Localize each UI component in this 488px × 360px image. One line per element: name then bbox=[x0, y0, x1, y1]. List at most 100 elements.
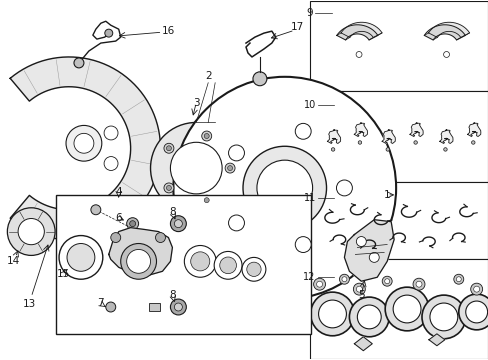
Circle shape bbox=[202, 195, 211, 205]
Circle shape bbox=[252, 72, 266, 86]
Circle shape bbox=[455, 277, 460, 282]
Polygon shape bbox=[381, 130, 394, 144]
Circle shape bbox=[219, 257, 236, 274]
Bar bbox=[309, 1, 487, 91]
Circle shape bbox=[246, 262, 261, 276]
Polygon shape bbox=[424, 25, 465, 40]
Circle shape bbox=[368, 252, 379, 262]
Circle shape bbox=[163, 143, 174, 153]
Circle shape bbox=[310, 292, 354, 336]
Circle shape bbox=[421, 295, 465, 339]
Circle shape bbox=[356, 286, 362, 292]
Circle shape bbox=[318, 300, 346, 328]
Circle shape bbox=[66, 125, 102, 161]
Circle shape bbox=[357, 305, 381, 329]
Circle shape bbox=[470, 283, 482, 295]
Circle shape bbox=[331, 148, 334, 151]
Circle shape bbox=[316, 281, 322, 287]
Circle shape bbox=[121, 243, 156, 279]
Polygon shape bbox=[427, 22, 468, 37]
Circle shape bbox=[59, 235, 102, 279]
Bar bbox=[309, 260, 487, 359]
Text: 4: 4 bbox=[115, 187, 122, 197]
Text: 5: 5 bbox=[357, 290, 364, 300]
Circle shape bbox=[470, 141, 474, 144]
Circle shape bbox=[202, 131, 211, 141]
Circle shape bbox=[204, 198, 209, 203]
Circle shape bbox=[166, 146, 171, 151]
Circle shape bbox=[7, 208, 55, 255]
Bar bbox=[309, 91, 487, 182]
Circle shape bbox=[126, 249, 150, 273]
Circle shape bbox=[242, 257, 265, 281]
Circle shape bbox=[170, 299, 186, 315]
Text: 16: 16 bbox=[162, 26, 175, 36]
Polygon shape bbox=[354, 337, 371, 351]
Circle shape bbox=[453, 274, 463, 284]
Text: 7: 7 bbox=[97, 298, 104, 308]
Circle shape bbox=[104, 29, 113, 37]
Text: 9: 9 bbox=[305, 8, 312, 18]
Polygon shape bbox=[428, 334, 444, 346]
Circle shape bbox=[204, 134, 209, 139]
Circle shape bbox=[465, 301, 487, 323]
Circle shape bbox=[385, 148, 389, 151]
Circle shape bbox=[126, 218, 138, 230]
Text: 3: 3 bbox=[193, 98, 199, 108]
Circle shape bbox=[190, 252, 209, 271]
Circle shape bbox=[412, 278, 424, 290]
Circle shape bbox=[104, 157, 118, 171]
Circle shape bbox=[170, 142, 222, 194]
Circle shape bbox=[227, 166, 232, 171]
Circle shape bbox=[74, 58, 84, 68]
Circle shape bbox=[163, 183, 174, 193]
Circle shape bbox=[170, 216, 186, 231]
Text: 8: 8 bbox=[169, 290, 175, 300]
Text: 12: 12 bbox=[303, 272, 315, 282]
Bar bbox=[309, 182, 487, 260]
Bar bbox=[148, 303, 160, 311]
Text: 11: 11 bbox=[303, 193, 315, 203]
Polygon shape bbox=[354, 123, 366, 136]
Circle shape bbox=[214, 251, 242, 279]
Polygon shape bbox=[467, 123, 480, 136]
Circle shape bbox=[341, 277, 346, 282]
Circle shape bbox=[74, 133, 94, 153]
Circle shape bbox=[105, 302, 116, 312]
Polygon shape bbox=[341, 22, 381, 37]
Text: 15: 15 bbox=[56, 269, 69, 279]
Circle shape bbox=[174, 303, 182, 311]
Polygon shape bbox=[327, 130, 340, 144]
Circle shape bbox=[339, 274, 349, 284]
Polygon shape bbox=[336, 25, 377, 40]
Circle shape bbox=[458, 294, 488, 330]
Polygon shape bbox=[409, 123, 422, 136]
Polygon shape bbox=[439, 130, 452, 144]
Circle shape bbox=[473, 286, 479, 292]
Circle shape bbox=[385, 287, 428, 331]
Circle shape bbox=[413, 141, 417, 144]
Polygon shape bbox=[108, 228, 172, 275]
Text: 8: 8 bbox=[169, 207, 175, 217]
Circle shape bbox=[256, 160, 312, 216]
Text: 6: 6 bbox=[115, 213, 122, 223]
Circle shape bbox=[166, 185, 171, 190]
Text: 14: 14 bbox=[7, 256, 20, 266]
Text: 13: 13 bbox=[22, 299, 36, 309]
Circle shape bbox=[174, 220, 182, 228]
Circle shape bbox=[228, 145, 244, 161]
Circle shape bbox=[129, 221, 135, 227]
Circle shape bbox=[91, 205, 101, 215]
Text: 10: 10 bbox=[303, 100, 315, 109]
Text: 2: 2 bbox=[204, 71, 211, 81]
Circle shape bbox=[392, 295, 420, 323]
Circle shape bbox=[358, 141, 361, 144]
Circle shape bbox=[443, 51, 448, 58]
Circle shape bbox=[313, 278, 325, 290]
Circle shape bbox=[155, 233, 165, 243]
Circle shape bbox=[228, 215, 244, 231]
Circle shape bbox=[443, 148, 447, 151]
Polygon shape bbox=[10, 57, 160, 239]
Circle shape bbox=[173, 77, 395, 299]
Circle shape bbox=[382, 276, 391, 286]
